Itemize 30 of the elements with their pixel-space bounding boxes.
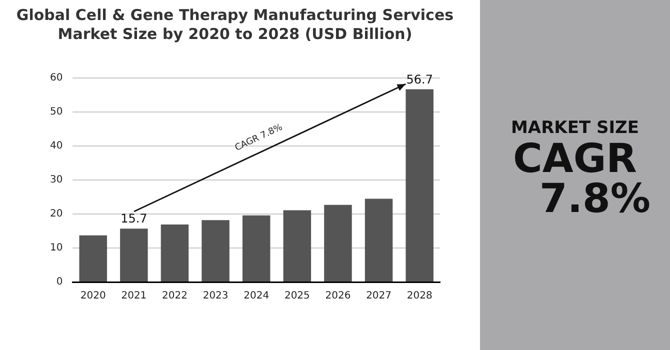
annotation: CAGR 7.8% <box>234 122 285 154</box>
y-tick-label: 0 <box>56 276 63 288</box>
bar <box>364 198 393 282</box>
bar <box>283 210 312 282</box>
x-tick-label: 2022 <box>162 290 188 302</box>
y-tick-label: 60 <box>50 72 63 84</box>
bar <box>406 89 434 282</box>
bar <box>120 228 148 282</box>
y-tick-label: 30 <box>50 174 63 186</box>
x-tick-label: 2020 <box>80 290 106 302</box>
y-tick-label: 50 <box>50 106 63 118</box>
text: MARKET SIZE <box>510 118 640 138</box>
y-tick-label: 20 <box>50 208 63 220</box>
y-tick-label: 10 <box>50 242 63 254</box>
data-label: 56.7 <box>406 72 433 86</box>
y-tick-label: 40 <box>50 140 63 152</box>
bar <box>202 220 230 282</box>
x-tick-label: 2027 <box>366 290 392 302</box>
x-tick-label: 2024 <box>244 290 270 302</box>
data-label: 15.7 <box>120 212 148 226</box>
x-tick-label: 2021 <box>121 290 147 302</box>
bar <box>160 224 189 282</box>
x-tick-label: 2025 <box>284 290 310 302</box>
x-tick-label: 2028 <box>406 290 432 302</box>
x-tick-label: 2023 <box>202 290 228 302</box>
bar <box>324 204 352 282</box>
bar <box>242 215 270 282</box>
bar <box>79 235 108 282</box>
chart-title: Global Cell & Gene Therapy Manufacturing Services Market Size by 2020 to 2028 (USD Billion) <box>15 6 455 44</box>
x-tick-label: 2026 <box>325 290 351 302</box>
